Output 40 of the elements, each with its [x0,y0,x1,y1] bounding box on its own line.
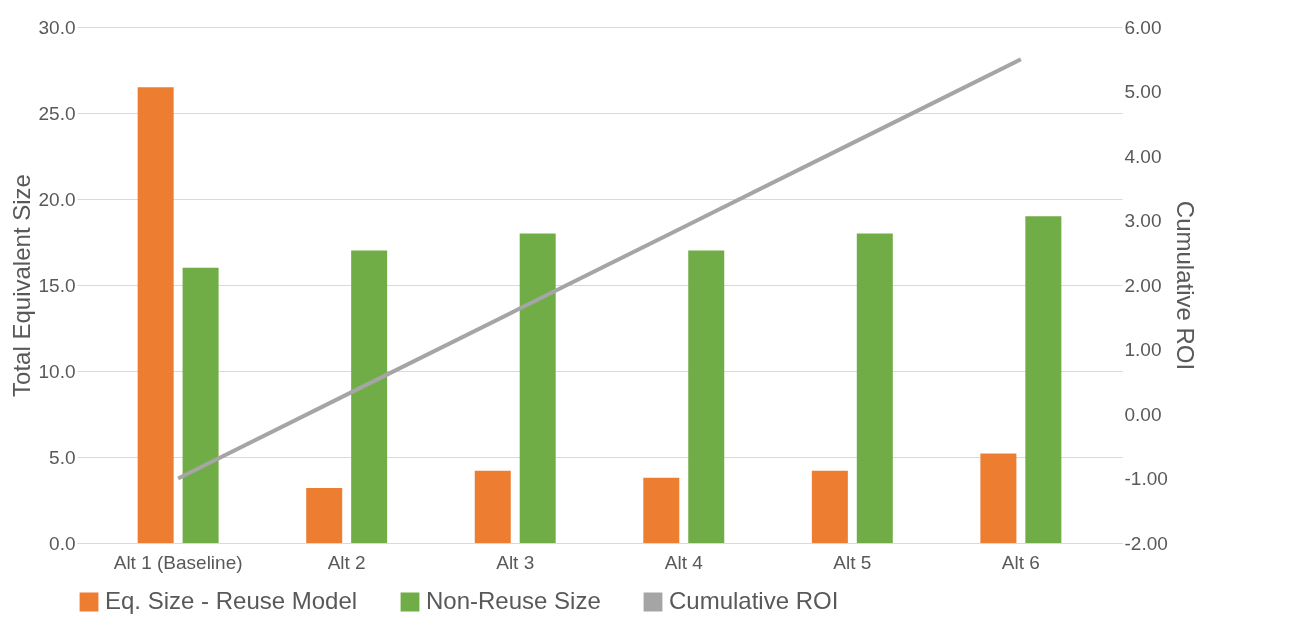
y2-tick-label: 4.00 [1124,145,1162,167]
legend-label: Non-Reuse Size [426,587,601,614]
y2-tick-label: -2.00 [1124,532,1168,554]
x-tick-label: Alt 1 (Baseline) [113,551,243,573]
bar [643,477,680,543]
bar [351,250,388,543]
bar [980,453,1017,543]
legend-label: Eq. Size - Reuse Model [105,587,358,614]
y2-tick-label: 5.00 [1124,81,1162,102]
y2-tick-label: 1.00 [1124,339,1162,360]
bar [137,87,174,543]
y-axis-title: Total Equivalent Size [7,174,35,397]
x-tick-label: Alt 2 [327,551,366,573]
y2-axis-title: Cumulative ROI [1171,200,1199,371]
y-tick-label: 20.0 [38,188,76,210]
y-tick-label: 15.0 [38,274,76,296]
line-series [176,57,1023,481]
y2-tick-label: 2.00 [1124,274,1162,296]
y2-tick-label: -1.00 [1124,468,1168,489]
bar [519,233,556,543]
bar [856,233,893,543]
legend-label: Cumulative ROI [669,587,839,614]
bar [811,470,848,543]
bar [182,267,219,543]
x-tick-label: Alt 6 [1001,551,1040,573]
y-tick-label: 5.0 [49,446,76,468]
bar [474,470,511,543]
y2-tick-label: 6.00 [1124,16,1162,38]
bar [1025,216,1062,543]
x-tick-label: Alt 3 [496,551,535,573]
y-tick-label: 10.0 [38,360,76,382]
y-tick-label: 0.0 [49,532,76,554]
x-tick-label: Alt 5 [833,551,872,573]
bar [306,487,343,543]
y2-tick-label: 3.00 [1124,210,1162,231]
x-tick-label: Alt 4 [664,551,704,573]
y2-tick-label: 0.00 [1124,403,1162,425]
y-tick-label: 30.0 [38,16,76,38]
y-tick-label: 25.0 [38,102,76,124]
bar [688,250,725,543]
